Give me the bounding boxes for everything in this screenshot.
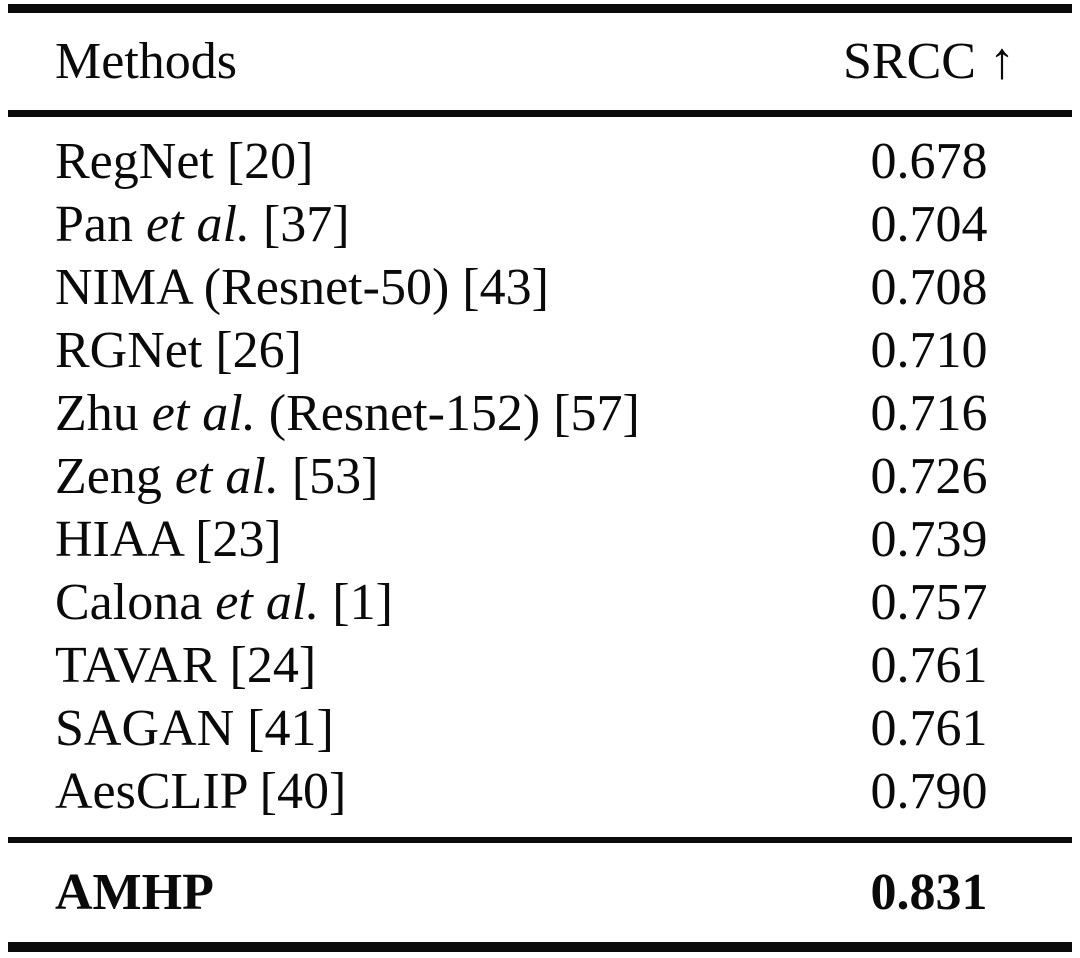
footer-top-rule [8, 837, 1072, 843]
method-name-text: HIAA [23] [55, 511, 282, 568]
table-bottom-rule [8, 942, 1072, 952]
table-row: Pan et al. [37] 0.704 [0, 193, 1080, 256]
score-value: 0.790 [870, 763, 988, 820]
score-value: 0.704 [870, 196, 988, 253]
score-value: 0.739 [870, 511, 988, 568]
score-value: 0.708 [870, 259, 988, 316]
method-name: SAGAN [41] [0, 699, 784, 758]
method-name: RGNet [26] [0, 321, 784, 380]
method-name-citation: [37] [249, 196, 350, 253]
method-name: Zeng et al. [53] [0, 447, 784, 506]
table-row: Zhu et al. (Resnet-152) [57] 0.716 [0, 382, 1080, 445]
method-name-etal: et al. [146, 196, 250, 253]
method-name-citation: [53] [278, 448, 379, 505]
header-bottom-rule [8, 110, 1072, 117]
table-footer-row: AMHP 0.831 [0, 843, 1080, 942]
table-row: SAGAN [41] 0.761 [0, 697, 1080, 760]
method-name-citation: (Resnet-152) [57] [255, 385, 640, 442]
method-name-text: Zhu [55, 385, 152, 442]
method-name: Pan et al. [37] [0, 195, 784, 254]
method-name-text: Pan [55, 196, 146, 253]
method-name-etal: et al. [215, 574, 320, 631]
method-name-citation: [1] [319, 574, 393, 631]
table-row: Calona et al. [1] 0.757 [0, 571, 1080, 634]
proposed-method-score: 0.831 [870, 864, 988, 921]
method-name: HIAA [23] [0, 510, 784, 569]
score-value: 0.716 [870, 385, 988, 442]
score-value: 0.761 [870, 700, 988, 757]
method-name-text: RGNet [26] [55, 322, 302, 379]
table-row: Zeng et al. [53] 0.726 [0, 445, 1080, 508]
method-name: Zhu et al. (Resnet-152) [57] [0, 384, 784, 443]
score-value: 0.710 [870, 322, 988, 379]
table-row: RGNet [26] 0.710 [0, 319, 1080, 382]
method-name-text: RegNet [20] [55, 133, 314, 190]
method-name-text: AesCLIP [40] [55, 763, 347, 820]
method-name-etal: et al. [174, 448, 279, 505]
score-value: 0.726 [870, 448, 988, 505]
score-value: 0.678 [870, 133, 988, 190]
method-name-etal: et al. [151, 385, 256, 442]
method-name-text: SAGAN [41] [55, 700, 334, 757]
header-cell-methods: Methods [55, 33, 237, 90]
table-row: HIAA [23] 0.739 [0, 508, 1080, 571]
method-name-text: Zeng [55, 448, 175, 505]
method-name-text: TAVAR [24] [55, 637, 317, 694]
method-name-text: NIMA (Resnet-50) [43] [55, 259, 549, 316]
table-row: AesCLIP [40] 0.790 [0, 760, 1080, 823]
table-row: TAVAR [24] 0.761 [0, 634, 1080, 697]
method-name: Calona et al. [1] [0, 573, 784, 632]
method-name: AesCLIP [40] [0, 762, 784, 821]
table-top-rule [8, 4, 1072, 13]
table-header-row: Methods SRCC ↑ [0, 13, 1080, 110]
score-value: 0.757 [870, 574, 988, 631]
header-cell-srcc: SRCC ↑ [843, 33, 1015, 90]
method-name: NIMA (Resnet-50) [43] [0, 258, 784, 317]
table-row: NIMA (Resnet-50) [43] 0.708 [0, 256, 1080, 319]
method-name: RegNet [20] [0, 132, 784, 191]
table-row: RegNet [20] 0.678 [0, 130, 1080, 193]
method-name-text: Calona [55, 574, 216, 631]
proposed-method-name: AMHP [55, 864, 214, 921]
score-value: 0.761 [870, 637, 988, 694]
table-body: RegNet [20] 0.678 Pan et al. [37] 0.704 … [0, 117, 1080, 837]
method-name: TAVAR [24] [0, 636, 784, 695]
